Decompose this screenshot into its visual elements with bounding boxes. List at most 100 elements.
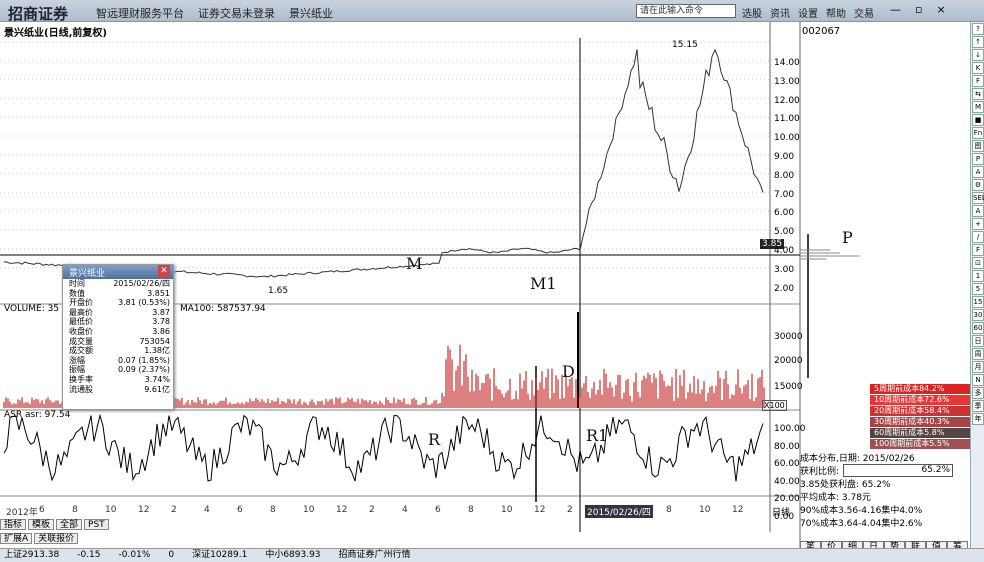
menu-item-select[interactable]: 选股 (742, 9, 762, 20)
toolbar-button[interactable]: 年 (972, 413, 984, 425)
date-tick: 8 (72, 505, 78, 515)
cost-bar: 10周期前成本72.6% (870, 395, 970, 405)
toolbar-button[interactable]: F (972, 75, 984, 87)
menu-item-news[interactable]: 资讯 (770, 9, 790, 20)
current-price-tag: 3.85 (760, 239, 785, 249)
status-sme-index: 中小6893.93 (265, 550, 321, 560)
toolbar-button[interactable]: ⚙ (972, 179, 984, 191)
asr-tick: 20.00 (774, 494, 800, 504)
info-value: 3.74% (144, 374, 170, 384)
info-row: 成交额 1.38亿 (63, 346, 173, 356)
toolbar-button[interactable]: P (972, 153, 984, 165)
toolbar-button[interactable]: ■ (972, 114, 984, 126)
info-row: 数值 3.851 (63, 289, 173, 299)
date-tick: 2012年 (6, 508, 38, 518)
cost-90: 90%成本3.56-4.16集中4.0% (800, 506, 923, 516)
status-sh-vol: 0 (168, 550, 175, 560)
toolbar-button[interactable]: 60 (972, 322, 984, 334)
date-tick: 12 (534, 505, 546, 515)
status-sh-change: -0.15 (77, 550, 101, 560)
price-tick: 14.00 (774, 58, 800, 68)
toolbar-button[interactable]: K (972, 62, 984, 74)
toolbar-button[interactable]: 季 (972, 400, 984, 412)
close-icon[interactable]: × (936, 3, 946, 16)
menu-item-settings[interactable]: 设置 (798, 9, 818, 20)
toolbar-button[interactable]: SEL (972, 192, 984, 204)
tab-all[interactable]: 全部 (56, 519, 83, 530)
min-price-label: 1.65 (268, 286, 289, 296)
price-tick: 4.00 (774, 246, 795, 256)
info-value: 3.851 (147, 288, 170, 298)
close-icon[interactable]: ✕ (158, 265, 170, 277)
toolbar-button[interactable]: M (972, 101, 984, 113)
tab-template[interactable]: 模板 (28, 519, 55, 530)
volume-ma-label: MA100: 587537.94 (180, 304, 266, 314)
date-tick: 12 (336, 505, 348, 515)
toolbar-button[interactable]: A (972, 166, 984, 178)
info-row: 最高价 3.87 (63, 308, 173, 318)
toolbar-button[interactable]: 周 (972, 348, 984, 360)
toolbar-button[interactable]: N (972, 374, 984, 386)
minimize-icon[interactable]: — (890, 3, 901, 16)
info-value: 2015/02/26/四 (113, 279, 170, 288)
toolbar-button[interactable]: 多 (972, 387, 984, 399)
menu-item-platform[interactable]: 智远理财服务平台 (96, 7, 184, 20)
toolbar-button[interactable]: 1 (972, 270, 984, 282)
annotation-p: P (842, 228, 853, 247)
command-search-input[interactable]: 请在此输入命令 (636, 4, 736, 18)
tab-pst[interactable]: PST (84, 519, 109, 530)
maximize-icon[interactable]: ▫ (915, 3, 923, 16)
date-tick: 2 (171, 505, 177, 515)
toolbar-button[interactable]: 5 (972, 283, 984, 295)
cost-bar: 5周期前成本84.2% (870, 384, 970, 394)
menu-item-stock[interactable]: 景兴纸业 (289, 7, 333, 20)
toolbar-button[interactable]: ⊡ (972, 257, 984, 269)
info-row: 换手率 3.74% (63, 375, 173, 385)
price-tick: 9.00 (774, 152, 795, 162)
info-value: 753054 (139, 336, 170, 346)
volume-label: VOLUME: 35 (4, 304, 60, 314)
menu-item-trade[interactable]: 证券交易未登录 (198, 7, 275, 20)
asr-tick: 0.00 (774, 511, 795, 522)
tab-related-quotes[interactable]: 关联报价 (34, 533, 79, 544)
toolbar-button[interactable]: 30 (972, 309, 984, 321)
annotation-r1: R1 (586, 426, 609, 445)
toolbar-button[interactable]: Fn (972, 127, 984, 139)
toolbar-button[interactable]: A (972, 205, 984, 217)
price-tick: 13.00 (774, 76, 800, 87)
info-key: 收盘价 (69, 326, 93, 336)
asr-tick: 60.00 (774, 459, 800, 469)
toolbar-button[interactable]: 日 (972, 335, 984, 347)
info-row: 收盘价 3.86 (63, 327, 173, 337)
toolbar-button[interactable]: ? (972, 23, 984, 35)
price-tick: 12.00 (774, 95, 800, 106)
price-tick: 11.00 (774, 114, 800, 125)
toolbar-button[interactable]: 图 (972, 140, 984, 152)
toolbar-button[interactable]: ↓ (972, 49, 984, 61)
data-info-window[interactable]: 景兴纸业 ✕ 时间 2015/02/26/四 数值 3.851 开盘价 3.81 (0.53… (62, 264, 174, 410)
toolbar-button[interactable]: ⇆ (972, 88, 984, 100)
date-tick: 12 (732, 505, 744, 515)
toolbar-button[interactable]: F (972, 244, 984, 256)
right-toolbar: ? ↑ ↓ K F ⇆ M ■ Fn 图 P A ⚙ SEL A + / F ⊡ 1 5 15 30 60 日周月 N 多季年 (970, 22, 984, 562)
asr-tick: 40.00 (774, 476, 800, 487)
toolbar-button[interactable]: / (972, 231, 984, 243)
info-key: 数值 (69, 288, 85, 298)
toolbar-button[interactable]: + (972, 218, 984, 230)
date-tick: 2 (369, 505, 375, 515)
title-bar: 招商证券 智远理财服务平台 证券交易未登录 景兴纸业 请在此输入命令 选股 资讯… (0, 0, 984, 23)
volume-tick: 15000 (774, 382, 803, 392)
info-key: 开盘价 (69, 298, 93, 308)
tab-extension-a[interactable]: 扩展A (0, 533, 33, 544)
indicator-tabs: 指标 模板 全部 PST (0, 519, 109, 530)
info-value: 0.07 (1.85%) (117, 355, 170, 365)
toolbar-button[interactable]: 15 (972, 296, 984, 308)
tab-indicator[interactable]: 指标 (0, 519, 27, 530)
menu-item-help[interactable]: 帮助 (826, 9, 846, 20)
menu-item-trade2[interactable]: 交易 (854, 9, 874, 20)
toolbar-button[interactable]: 月 (972, 361, 984, 373)
status-bar: 上证2913.38 -0.15 -0.01% 0 深证10289.1 中小689… (0, 548, 984, 562)
info-value: 3.86 (152, 326, 170, 336)
toolbar-button[interactable]: ↑ (972, 36, 984, 48)
volume-tick: 30000 (774, 332, 803, 342)
